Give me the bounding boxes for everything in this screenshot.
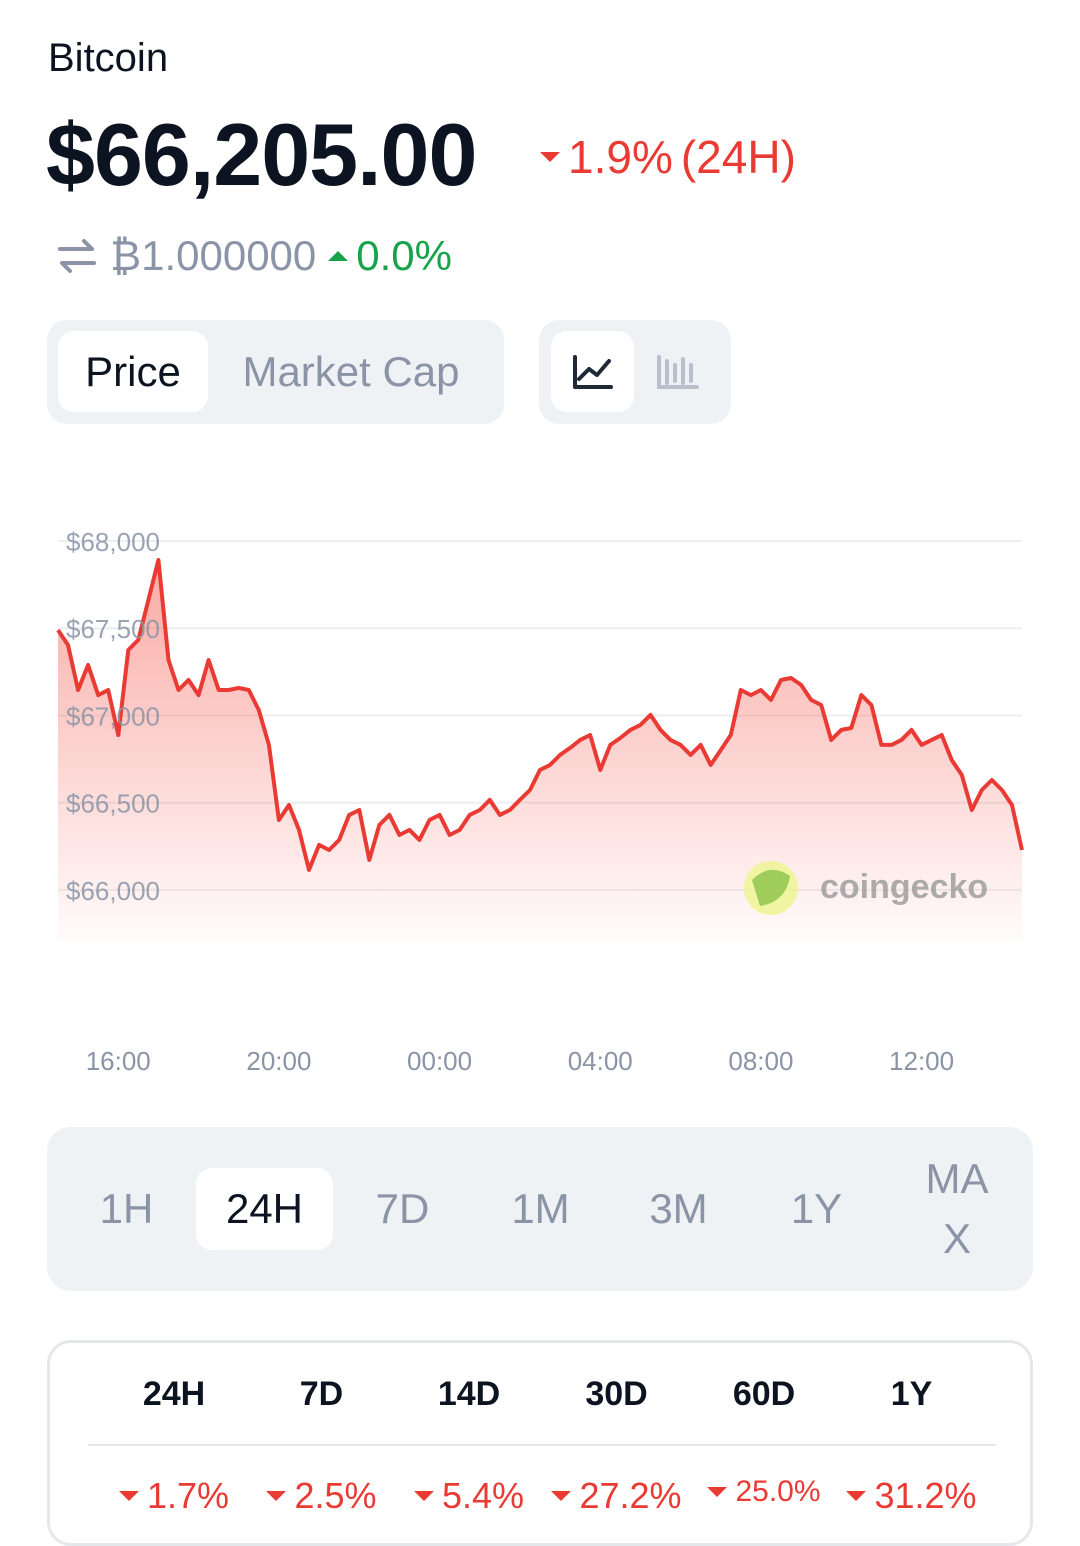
period-change: 27.2% [543,1475,691,1517]
btc-price: ₿1.000000 [110,232,317,279]
chart-type-toggle [539,320,731,424]
coin-name: Bitcoin [48,36,169,80]
watermark: coingecko [744,861,988,915]
down-arrow [118,1491,139,1501]
range-max[interactable]: MAX [925,1155,989,1262]
tab-market-cap[interactable]: Market Cap [242,348,460,395]
y-tick-label: $67,500 [66,614,160,644]
price-chart: $68,000 $67,500 $67,000 $66,500 $66,000 coin… [56,527,1024,1076]
metric-tabs: Price Market Cap [47,320,504,424]
period-header: 24H [142,1375,206,1413]
down-arrow [707,1487,728,1497]
price-area [58,560,1022,940]
range-7d[interactable]: 7D [375,1185,430,1232]
period-header: 7D [299,1375,344,1413]
change-value: 1.9% [568,131,673,183]
line-chart-icon [573,355,613,389]
x-tick-label: 16:00 [86,1046,151,1076]
price-line [56,558,1024,872]
change-period: (24H) [680,131,796,183]
period-change: 5.4% [395,1475,543,1517]
range-1h[interactable]: 1H [99,1185,154,1232]
watermark-text: coingecko [820,868,988,906]
page: Bitcoin price {"header": {"title": "Bitc… [46,36,1033,1546]
change-value: 27.2% [579,1475,682,1516]
price-change: 1.9% (24H) [540,130,796,184]
period-header: 14D [437,1375,501,1413]
down-arrow [551,1491,572,1501]
change-value: 1.7% [146,1475,230,1516]
x-tick-label: 08:00 [728,1046,793,1076]
change-value: 31.2% [874,1475,977,1516]
up-arrow [328,251,349,261]
down-arrow [540,152,560,162]
range-1y[interactable]: 1Y [790,1185,843,1232]
change-value: 5.4% [441,1475,525,1516]
candlestick-icon [657,355,699,389]
down-arrow [413,1491,434,1501]
range-1m[interactable]: 1M [511,1185,570,1232]
logo-shape [752,869,790,906]
down-arrow [846,1491,867,1501]
range-3m[interactable]: 3M [649,1185,708,1232]
x-tick-label: 04:00 [568,1046,633,1076]
x-tick-label: 12:00 [889,1046,954,1076]
period-change: 2.5% [248,1475,396,1517]
range-selector: 1H 24H 7D 1M 3M 1Y MAX [47,1127,1033,1291]
x-tick-label: 00:00 [407,1046,472,1076]
performance-table: 24H 1.7% 7D 2.5% 14D 5.4% 30D 27.2% 60D 25.0% 1Y 31… [47,1340,1033,1546]
x-tick-label: 20:00 [246,1046,311,1076]
btc-change: 0.0% [328,232,452,280]
y-tick-label: $67,000 [66,701,160,731]
series [56,558,1024,940]
y-axis: $68,000 $67,500 $67,000 $66,500 $66,000 [66,527,160,906]
period-change: 25.0% [690,1475,838,1509]
y-tick-label: $66,500 [66,789,160,819]
btc-row: ₿1.000000 0.0% [56,232,452,280]
divider [88,1444,996,1446]
btc-change-value: 0.0% [356,232,453,279]
range-24h[interactable]: 24H [196,1168,333,1250]
price: $66,205.00 [46,105,477,204]
period-change: 31.2% [838,1475,986,1517]
period-change: 1.7% [100,1475,248,1517]
y-tick-label: $66,000 [66,876,160,906]
y-tick-label: $68,000 [66,527,160,557]
down-arrow [266,1491,287,1501]
tab-price[interactable]: Price [58,331,208,412]
swap-icon[interactable] [56,235,98,277]
line-chart-button[interactable] [551,331,634,412]
candlestick-button[interactable] [639,331,722,412]
period-header: 30D [585,1375,648,1413]
change-value: 2.5% [294,1475,377,1516]
period-header: 1Y [890,1375,933,1413]
x-axis: 16:00 20:00 00:00 04:00 08:00 12:00 [86,1046,954,1076]
change-value: 25.0% [735,1475,821,1508]
screen: $68,000 $67,500 $67,000 $66,500 $66,000 coin… [46,36,1033,1546]
period-header: 60D [732,1375,796,1413]
